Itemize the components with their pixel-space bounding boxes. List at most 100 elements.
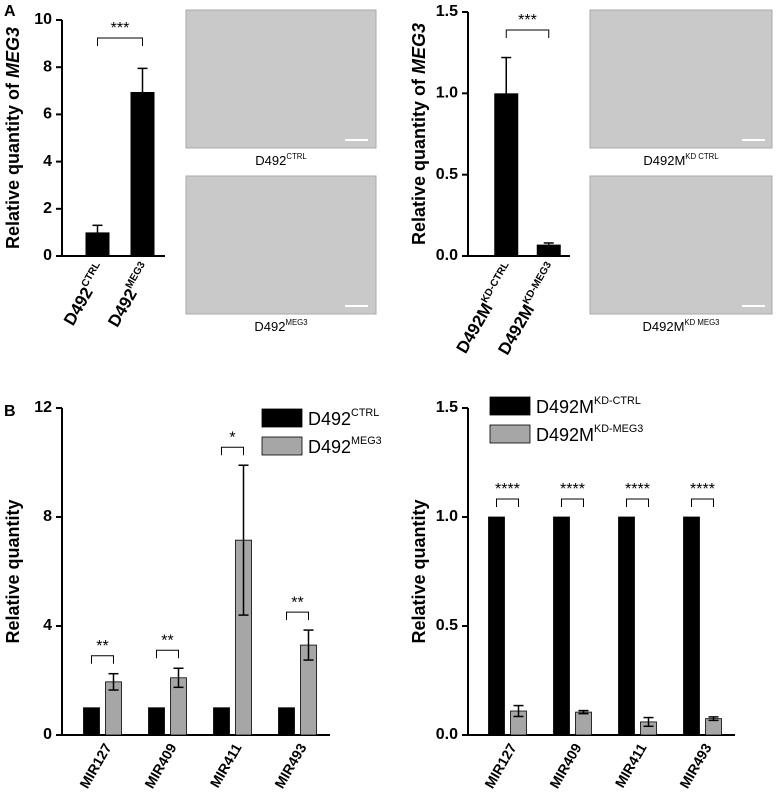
x-tick-label-sup: KD-CTRL bbox=[479, 260, 511, 305]
y-axis-label-italic: MEG3 bbox=[409, 23, 429, 74]
error-bar bbox=[513, 704, 524, 718]
image-caption: D492CTRL bbox=[255, 152, 307, 169]
error-bar bbox=[238, 464, 249, 616]
significance-label: **** bbox=[495, 481, 520, 498]
legend-label: D492MKD-MEG3 bbox=[536, 423, 643, 445]
y-axis-label-base: Relative quantity bbox=[3, 499, 23, 643]
x-tick-label-base: MIR127 bbox=[76, 740, 114, 791]
micrograph bbox=[589, 175, 773, 315]
significance-bracket bbox=[691, 498, 714, 507]
significance-label: ** bbox=[161, 632, 173, 649]
legend-swatch bbox=[261, 436, 303, 456]
y-tick-label: 0 bbox=[43, 247, 52, 264]
bar bbox=[683, 516, 700, 736]
y-axis-label-base: Relative quantity bbox=[409, 499, 429, 643]
x-tick-label-sup: KD-MEG3 bbox=[521, 260, 554, 306]
x-tick-label: D492CTRL bbox=[59, 260, 111, 329]
error-bar bbox=[501, 56, 512, 130]
significance-label: *** bbox=[111, 20, 130, 37]
y-tick-label: 8 bbox=[43, 58, 52, 75]
y-tick-label: 0 bbox=[43, 726, 52, 743]
significance-bracket bbox=[505, 29, 550, 38]
y-tick-label: 0.0 bbox=[436, 247, 458, 264]
panel-label: A bbox=[4, 3, 16, 20]
x-tick-label-base: MIR127 bbox=[481, 740, 519, 791]
image-caption-base: D492M bbox=[643, 153, 685, 168]
significance-bracket bbox=[286, 611, 309, 621]
y-axis-label-base: Relative quantity of bbox=[3, 78, 23, 249]
y-tick-label: 1.0 bbox=[436, 85, 458, 102]
error-bar bbox=[543, 242, 554, 247]
significance-bracket bbox=[221, 446, 244, 456]
significance-label: **** bbox=[690, 481, 715, 498]
x-tick-label: MIR493 bbox=[676, 740, 714, 791]
legend-label-sup: KD-MEG3 bbox=[594, 423, 643, 435]
x-tick-label: MIR411 bbox=[611, 740, 649, 790]
micrograph bbox=[185, 9, 377, 149]
x-tick-label: MIR127 bbox=[76, 740, 114, 791]
bar bbox=[83, 707, 100, 736]
x-tick-label-base: D492M bbox=[495, 301, 539, 358]
micrograph bbox=[589, 9, 773, 149]
significance-bracket bbox=[91, 655, 114, 664]
x-tick-label-base: D492 bbox=[60, 284, 97, 329]
legend-swatch bbox=[489, 396, 531, 416]
error-bar bbox=[108, 672, 119, 691]
x-tick-label: D492MEG3 bbox=[103, 260, 156, 331]
bar bbox=[488, 516, 505, 736]
x-tick-label-base: MIR411 bbox=[206, 740, 244, 790]
y-axis-label-italic: MEG3 bbox=[3, 27, 23, 78]
y-tick-label: 4 bbox=[43, 153, 52, 170]
legend-label-base: D492 bbox=[308, 437, 351, 457]
x-tick-label-sup: CTRL bbox=[79, 260, 102, 289]
significance-label: **** bbox=[560, 481, 585, 498]
x-tick-label-base: D492 bbox=[105, 286, 142, 331]
x-tick-label-base: MIR409 bbox=[141, 740, 179, 791]
image-caption: D492MEG3 bbox=[254, 318, 307, 335]
x-tick-label-base: MIR493 bbox=[271, 740, 309, 791]
x-tick-label: MIR493 bbox=[271, 740, 309, 791]
image-caption-sup: KD CTRL bbox=[685, 152, 719, 161]
legend-label-sup: KD-CTRL bbox=[594, 395, 641, 407]
y-tick-label: 0.0 bbox=[436, 726, 458, 743]
image-caption-sup: KD MEG3 bbox=[684, 318, 719, 327]
image-caption: D492MKD CTRL bbox=[643, 152, 719, 169]
x-tick-label-base: MIR411 bbox=[611, 740, 649, 790]
significance-label: **** bbox=[625, 481, 650, 498]
legend-label: D492MEG3 bbox=[308, 435, 382, 457]
bar bbox=[213, 707, 230, 736]
x-tick-label: MIR409 bbox=[546, 740, 584, 791]
y-axis-label: Relative quantity bbox=[409, 499, 429, 643]
bar bbox=[575, 711, 592, 736]
y-tick-label: 0.5 bbox=[436, 617, 458, 634]
image-caption-base: D492M bbox=[642, 319, 684, 334]
significance-bracket bbox=[97, 37, 143, 46]
legend-label-base: D492M bbox=[536, 397, 594, 417]
y-tick-label: 1.0 bbox=[436, 508, 458, 525]
legend-label-base: D492M bbox=[536, 425, 594, 445]
y-tick-label: 8 bbox=[43, 508, 52, 525]
y-tick-label: 0.5 bbox=[436, 166, 458, 183]
y-tick-label: 1.5 bbox=[436, 3, 458, 20]
y-tick-label: 12 bbox=[34, 399, 52, 416]
y-axis-label: Relative quantity of MEG3 bbox=[409, 23, 429, 245]
panel-label: B bbox=[4, 403, 16, 420]
legend-swatch bbox=[489, 424, 531, 444]
significance-bracket bbox=[561, 498, 584, 507]
x-tick-label-base: MIR409 bbox=[546, 740, 584, 791]
error-bar bbox=[578, 709, 589, 715]
y-tick-label: 4 bbox=[43, 617, 52, 634]
x-tick-label: MIR409 bbox=[141, 740, 179, 791]
legend-label: D492MKD-CTRL bbox=[536, 395, 641, 417]
bar bbox=[618, 516, 635, 736]
error-bar bbox=[708, 716, 719, 722]
image-caption-sup: MEG3 bbox=[285, 318, 307, 327]
significance-bracket bbox=[156, 649, 179, 659]
error-bar bbox=[92, 224, 103, 241]
image-caption-sup: CTRL bbox=[286, 152, 307, 161]
significance-bracket bbox=[626, 498, 649, 507]
image-caption: D492MKD MEG3 bbox=[642, 318, 719, 335]
bar bbox=[85, 232, 110, 256]
error-bar bbox=[643, 716, 654, 728]
